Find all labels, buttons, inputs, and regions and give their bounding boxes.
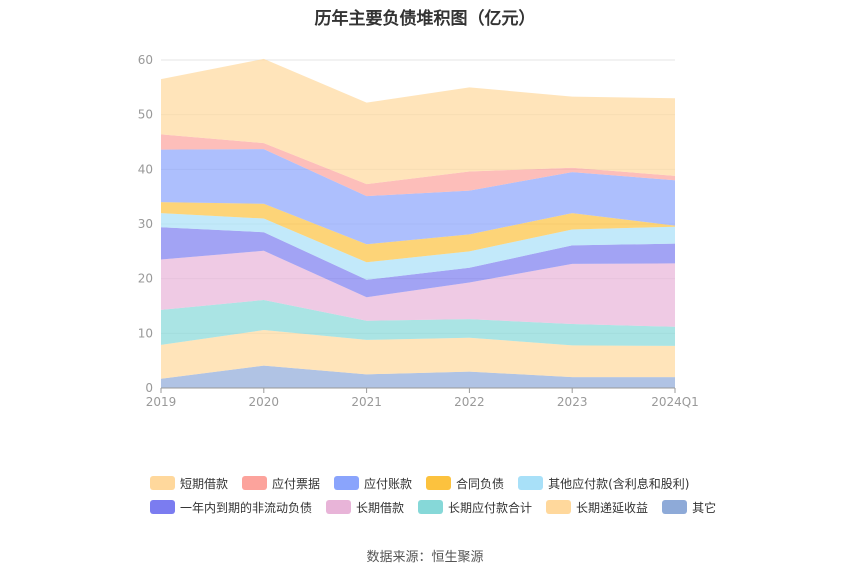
area-series-9 xyxy=(161,58,675,185)
area-series-5 xyxy=(161,213,675,280)
legend-swatch xyxy=(242,476,268,490)
area-series-1 xyxy=(161,330,675,379)
area-series-7 xyxy=(161,149,675,245)
legend-swatch xyxy=(326,500,352,514)
legend-swatch xyxy=(662,500,688,514)
legend-swatch xyxy=(150,476,175,490)
legend-label: 其他应付款(含利息和股利) xyxy=(548,476,690,491)
x-tick-label: 2020 xyxy=(249,395,280,409)
area-series-2 xyxy=(161,299,675,346)
legend-item[interactable]: 应付账款 xyxy=(334,475,412,492)
legend-item[interactable]: 应付票据 xyxy=(242,475,320,492)
legend-label: 长期应付款合计 xyxy=(448,500,533,515)
y-tick-label: 40 xyxy=(138,162,153,176)
legend-swatch xyxy=(334,476,360,490)
x-tick-label: 2023 xyxy=(557,395,588,409)
legend-label: 一年内到期的非流动负债 xyxy=(180,500,313,515)
chart-legend: 短期借款 应付票据 应付账款 合同负债 其他应付款(含利息和股利) 一年内到期的非流动负… xyxy=(150,471,770,519)
y-tick-label: 0 xyxy=(145,381,153,395)
legend-swatch xyxy=(518,476,544,490)
legend-label: 应付账款 xyxy=(364,476,413,491)
data-source-note: 数据来源：恒生聚源 xyxy=(366,550,484,565)
area-series-3 xyxy=(161,250,675,327)
area-series-4 xyxy=(161,227,675,298)
legend-row-1: 短期借款 应付票据 应付账款 合同负债 其他应付款(含利息和股利) xyxy=(150,471,770,495)
legend-row-2: 一年内到期的非流动负债 长期借款 长期应付款合计 长期递延收益 其它 xyxy=(150,495,770,519)
area-series-8 xyxy=(161,134,675,197)
x-tick-label: 2019 xyxy=(146,395,177,409)
legend-label: 短期借款 xyxy=(180,476,229,491)
x-tick-label: 2021 xyxy=(351,395,382,409)
legend-swatch xyxy=(546,500,572,514)
y-tick-label: 50 xyxy=(138,108,153,122)
legend-label: 长期借款 xyxy=(356,500,405,515)
legend-swatch xyxy=(150,500,175,514)
legend-label: 其它 xyxy=(692,500,717,515)
y-tick-label: 30 xyxy=(138,217,153,231)
legend-item[interactable]: 长期应付款合计 xyxy=(418,499,532,516)
legend-item[interactable]: 其他应付款(含利息和股利) xyxy=(518,475,689,492)
legend-label: 应付票据 xyxy=(272,476,321,491)
legend-item[interactable]: 一年内到期的非流动负债 xyxy=(150,499,312,516)
x-tick-label: 2024Q1 xyxy=(651,395,699,409)
stacked-area-chart: 0 10 20 30 40 50 60 2019 2020 2021 2022 2023 2024Q1 xyxy=(138,53,699,409)
legend-item[interactable]: 长期借款 xyxy=(326,499,404,516)
legend-label: 长期递延收益 xyxy=(576,500,649,515)
legend-item[interactable]: 其它 xyxy=(662,499,716,516)
y-tick-label: 60 xyxy=(138,53,153,67)
legend-swatch xyxy=(418,500,444,514)
chart-title: 历年主要负债堆积图（亿元） xyxy=(314,9,536,29)
legend-item[interactable]: 长期递延收益 xyxy=(546,499,648,516)
legend-label: 合同负债 xyxy=(456,476,505,491)
legend-item[interactable]: 短期借款 xyxy=(150,475,228,492)
legend-swatch xyxy=(426,476,452,490)
area-series-6 xyxy=(161,202,675,263)
y-tick-label: 10 xyxy=(138,326,153,340)
x-tick-label: 2022 xyxy=(454,395,485,409)
area-series-0 xyxy=(161,365,675,388)
legend-item[interactable]: 合同负债 xyxy=(426,475,504,492)
y-tick-label: 20 xyxy=(138,272,153,286)
